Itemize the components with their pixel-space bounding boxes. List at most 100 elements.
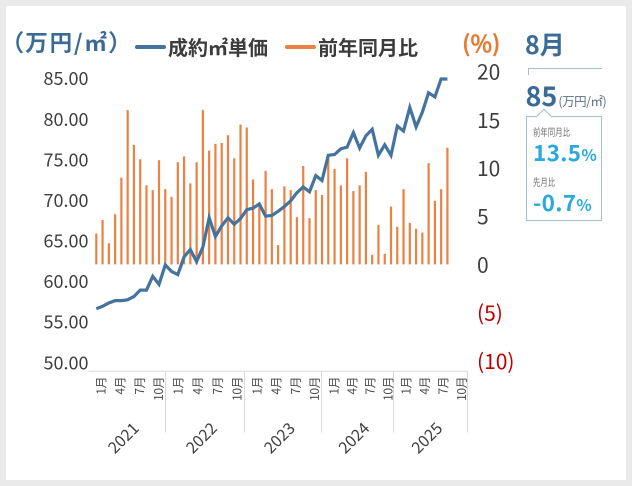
legend-item-bar[interactable]: 前年同月比 (285, 37, 418, 57)
yoy-bar[interactable] (346, 158, 349, 265)
yoy-bar[interactable] (364, 171, 368, 265)
mom-value: -0.7% (533, 185, 592, 218)
yoy-bar[interactable] (339, 185, 342, 265)
yoy-bar[interactable] (427, 163, 430, 265)
yoy-bar[interactable] (414, 228, 418, 265)
yoy-bar[interactable] (320, 194, 324, 265)
month-tick-label: 10月 (229, 377, 246, 401)
month-tick-label: 7月 (361, 377, 378, 395)
yoy-bar[interactable] (151, 190, 154, 265)
yoy-bar[interactable] (270, 189, 273, 265)
month-tick-label: 10月 (150, 377, 167, 401)
bracket-line (527, 68, 602, 75)
legend-line-label: 成約㎡単価 (168, 32, 268, 61)
yoy-bar[interactable] (421, 232, 424, 265)
mom-label: 先月比 (533, 173, 556, 189)
yoy-bar[interactable] (114, 214, 117, 265)
yoy-bar[interactable] (120, 177, 123, 265)
yoy-bar[interactable] (402, 189, 405, 265)
month-tick-label: 7月 (434, 377, 451, 395)
month-tick-label: 4月 (268, 377, 285, 395)
bar-series-swatch-icon (285, 45, 316, 49)
month-tick-label: 1月 (92, 377, 109, 395)
yoy-bar[interactable] (182, 156, 186, 265)
month-tick-label: 4月 (343, 377, 360, 395)
yoy-bar[interactable] (389, 206, 393, 265)
left-axis-tick-label: 70.00 (44, 187, 89, 213)
month-tick-label: 10月 (306, 377, 323, 401)
month-tick-label: 1月 (248, 377, 265, 395)
yoy-bar[interactable] (251, 179, 255, 265)
yoy-bar[interactable] (302, 166, 305, 265)
yoy-bar[interactable] (139, 159, 142, 265)
yoy-bar[interactable] (189, 183, 192, 265)
yoy-bar[interactable] (440, 189, 443, 265)
yoy-bar[interactable] (283, 186, 286, 265)
yoy-bar[interactable] (383, 253, 386, 265)
month-tick-label: 1月 (169, 377, 186, 395)
yoy-bar[interactable] (170, 196, 173, 265)
yoy-bar[interactable] (176, 162, 179, 265)
yoy-bar[interactable] (164, 189, 167, 265)
yoy-bar[interactable] (289, 190, 292, 265)
legend-item-line[interactable]: 成約㎡単価 (135, 37, 268, 57)
yoy-bar[interactable] (377, 224, 380, 265)
yoy-bar[interactable] (95, 233, 98, 265)
left-axis-title: （万円/㎡） (1, 25, 134, 58)
yoy-bar[interactable] (352, 191, 355, 265)
right-axis-tick-label: 10 (477, 153, 500, 183)
yoy-bar[interactable] (245, 127, 248, 265)
yoy-bar[interactable] (277, 245, 280, 265)
year-tick-label: 2025 (405, 416, 447, 458)
right-axis-tick-label: (5) (477, 298, 503, 328)
price-line[interactable] (95, 77, 448, 311)
latest-value-unit: (万円/㎡) (558, 91, 607, 110)
yoy-bar[interactable] (195, 162, 198, 265)
left-axis-tick-label: 75.00 (44, 146, 89, 172)
left-axis-tick-label: 55.00 (44, 309, 89, 335)
yoy-bar[interactable] (433, 200, 436, 265)
yoy-bar[interactable] (371, 254, 374, 265)
yoy-bar[interactable] (314, 190, 317, 265)
right-axis-tick-label: 20 (477, 57, 500, 87)
yoy-bar[interactable] (145, 185, 148, 265)
yoy-bar[interactable] (226, 135, 230, 265)
yoy-bar[interactable] (258, 202, 261, 265)
yoy-bar[interactable] (295, 217, 299, 265)
yoy-bar[interactable] (233, 158, 236, 265)
month-tick-label: 4月 (416, 377, 433, 395)
yoy-bar[interactable] (396, 226, 399, 265)
right-axis-tick-label: 0 (477, 249, 489, 279)
yoy-bar[interactable] (157, 160, 161, 265)
yoy-bar[interactable] (358, 185, 361, 265)
right-axis-title: (％) (462, 25, 500, 59)
yoy-bar[interactable] (327, 158, 330, 265)
yoy-bar[interactable] (208, 150, 211, 265)
year-tick-label: 2022 (179, 416, 221, 458)
month-tick-label: 4月 (189, 377, 206, 395)
month-tick-label: 7月 (209, 377, 226, 395)
yoy-bar[interactable] (239, 124, 242, 265)
month-tick-label: 10月 (379, 377, 396, 401)
yoy-bar[interactable] (446, 147, 449, 265)
yoy-bar[interactable] (132, 144, 136, 265)
left-axis-tick-label: 65.00 (44, 228, 89, 254)
month-tick-label: 10月 (453, 377, 470, 401)
yoy-bar[interactable] (126, 110, 129, 265)
yoy-bar[interactable] (101, 220, 104, 265)
left-axis-tick-label: 60.00 (44, 268, 89, 294)
yoy-bar[interactable] (220, 142, 223, 265)
yoy-bar[interactable] (214, 143, 217, 265)
month-tick-label: 1月 (325, 377, 342, 395)
yoy-bar[interactable] (333, 168, 336, 265)
yoy-bar[interactable] (408, 222, 411, 265)
year-tick-label: 2024 (332, 416, 374, 458)
yoy-bar[interactable] (201, 110, 204, 265)
right-axis-tick-label: 5 (477, 201, 489, 231)
yoy-bar[interactable] (308, 218, 311, 265)
legend: 成約㎡単価 前年同月比 (135, 37, 418, 57)
line-series-swatch-icon (135, 45, 166, 49)
right-axis-tick-label: 15 (477, 105, 500, 135)
yoy-bar[interactable] (107, 243, 110, 265)
stats-box: 前年同月比 13.5% 先月比 -0.7% (526, 116, 602, 221)
